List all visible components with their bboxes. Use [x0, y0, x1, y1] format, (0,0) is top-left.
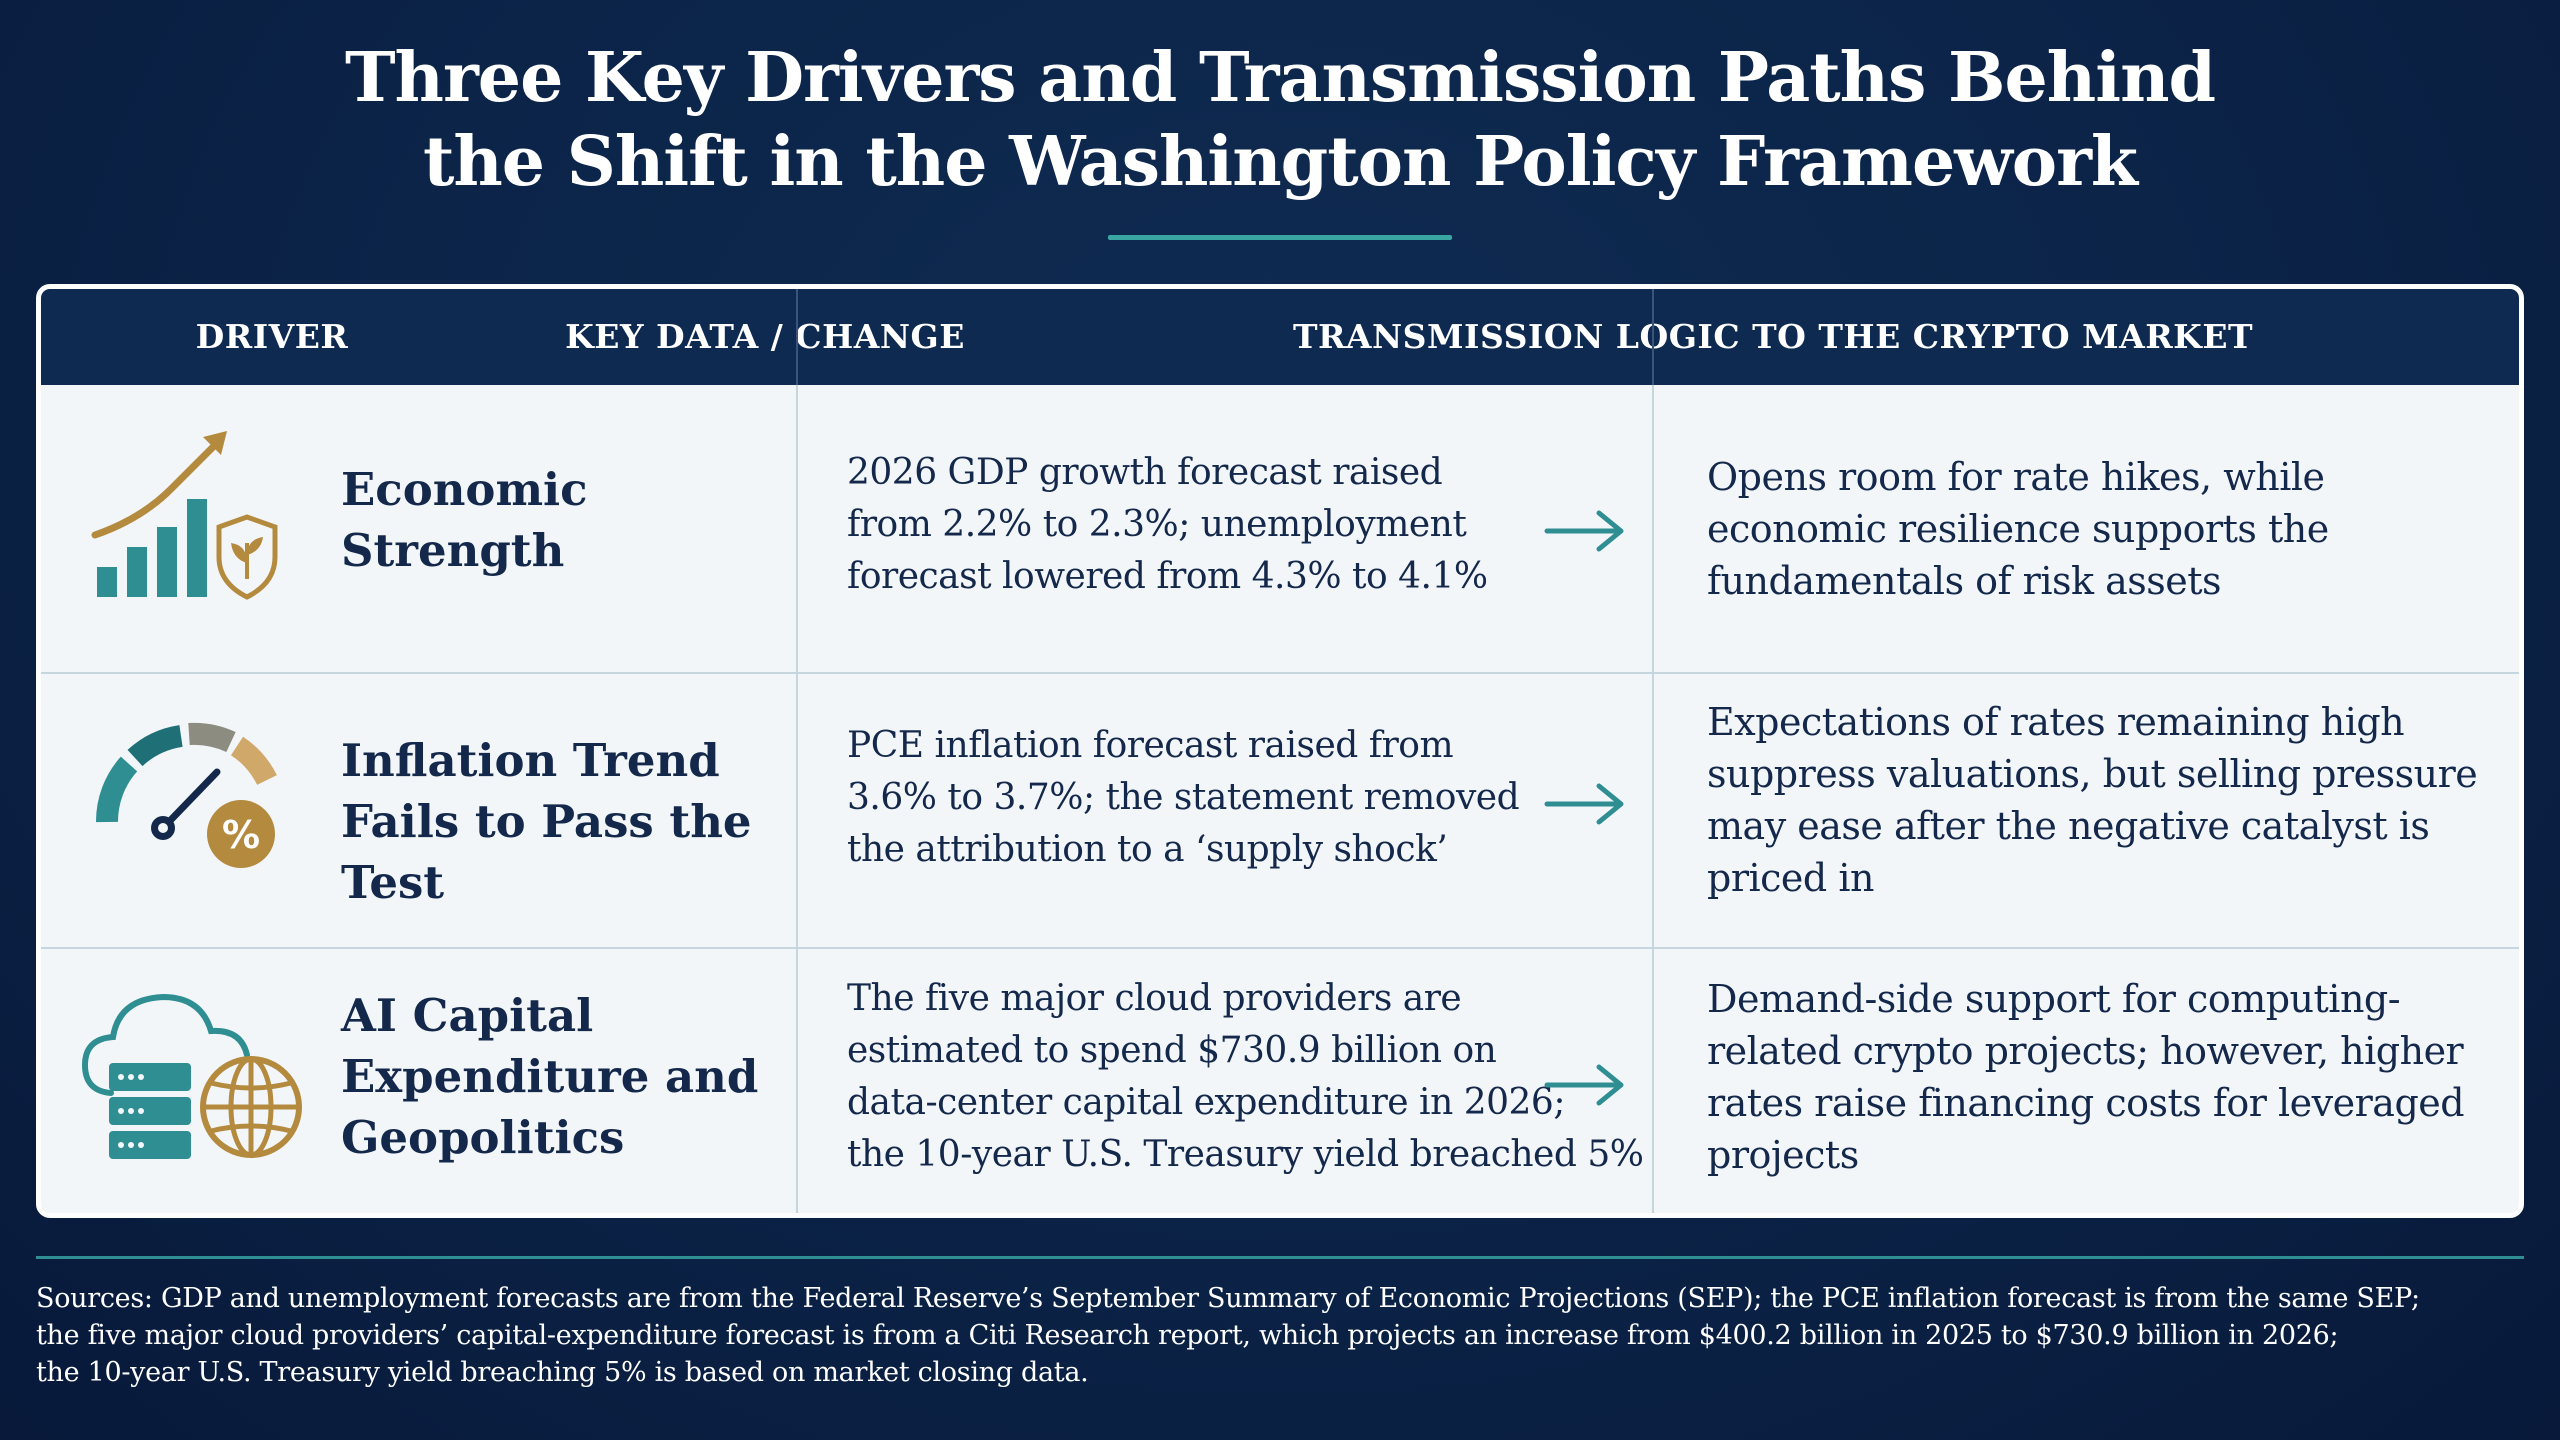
page-title: Three Key Drivers and Transmission Paths… — [0, 36, 2560, 204]
gauge-percent-icon: % — [95, 722, 277, 868]
driver-label: Inflation Trend Fails to Pass the Test — [341, 734, 752, 909]
header-divider — [796, 289, 798, 385]
column-divider — [1652, 289, 1654, 1213]
column-divider — [796, 289, 798, 1213]
row-divider — [41, 672, 2519, 674]
sources-line: the 10-year U.S. Treasury yield breachin… — [36, 1357, 1089, 1388]
key-data-text: 2026 GDP growth forecast raised from 2.2… — [847, 452, 1488, 597]
transmission-logic-text: Demand-side support for computing- relat… — [1707, 977, 2465, 1177]
sources-divider — [36, 1256, 2524, 1259]
cloud-server-globe-icon — [81, 993, 302, 1159]
sources-note: Sources: GDP and unemployment forecasts … — [36, 1280, 2524, 1391]
sources-line: Sources: GDP and unemployment forecasts … — [36, 1283, 2420, 1314]
header-driver: DRIVER — [195, 317, 349, 356]
drivers-table: DRIVER KEY DATA / CHANGE TRANSMISSION LO… — [36, 284, 2524, 1218]
svg-text:%: % — [222, 813, 260, 857]
bar-chart-growth-shield-icon — [91, 431, 278, 600]
title-underline — [1108, 235, 1452, 240]
driver-label: Economic Strength — [341, 463, 588, 577]
title-line-1: Three Key Drivers and Transmission Paths… — [344, 38, 2216, 118]
header-transmission-logic: TRANSMISSION LOGIC TO THE CRYPTO MARKET — [1292, 317, 2254, 356]
key-data-text: The five major cloud providers are estim… — [847, 978, 1644, 1175]
table-row: Economic Strength 2026 GDP growth foreca… — [41, 385, 2519, 672]
arrow-right-icon — [1544, 510, 1624, 552]
arrow-right-icon — [1544, 783, 1624, 825]
header-key-data: KEY DATA / CHANGE — [565, 317, 965, 356]
row-divider — [41, 947, 2519, 949]
table-row: AI Capital Expenditure and Geopolitics T… — [41, 949, 2519, 1213]
arrow-right-icon — [1544, 1064, 1624, 1106]
table-header: DRIVER KEY DATA / CHANGE TRANSMISSION LO… — [41, 289, 2519, 385]
key-data-text: PCE inflation forecast raised from 3.6% … — [847, 725, 1520, 870]
transmission-logic-text: Expectations of rates remaining high sup… — [1707, 700, 2478, 900]
driver-label: AI Capital Expenditure and Geopolitics — [341, 989, 759, 1164]
table-row: % Inflation Trend Fails to Pass the Test… — [41, 674, 2519, 947]
header-divider — [1652, 289, 1654, 385]
transmission-logic-text: Opens room for rate hikes, while economi… — [1707, 455, 2329, 603]
title-line-2: the Shift in the Washington Policy Frame… — [422, 122, 2138, 202]
sources-line: the five major cloud providers’ capital-… — [36, 1320, 2339, 1351]
